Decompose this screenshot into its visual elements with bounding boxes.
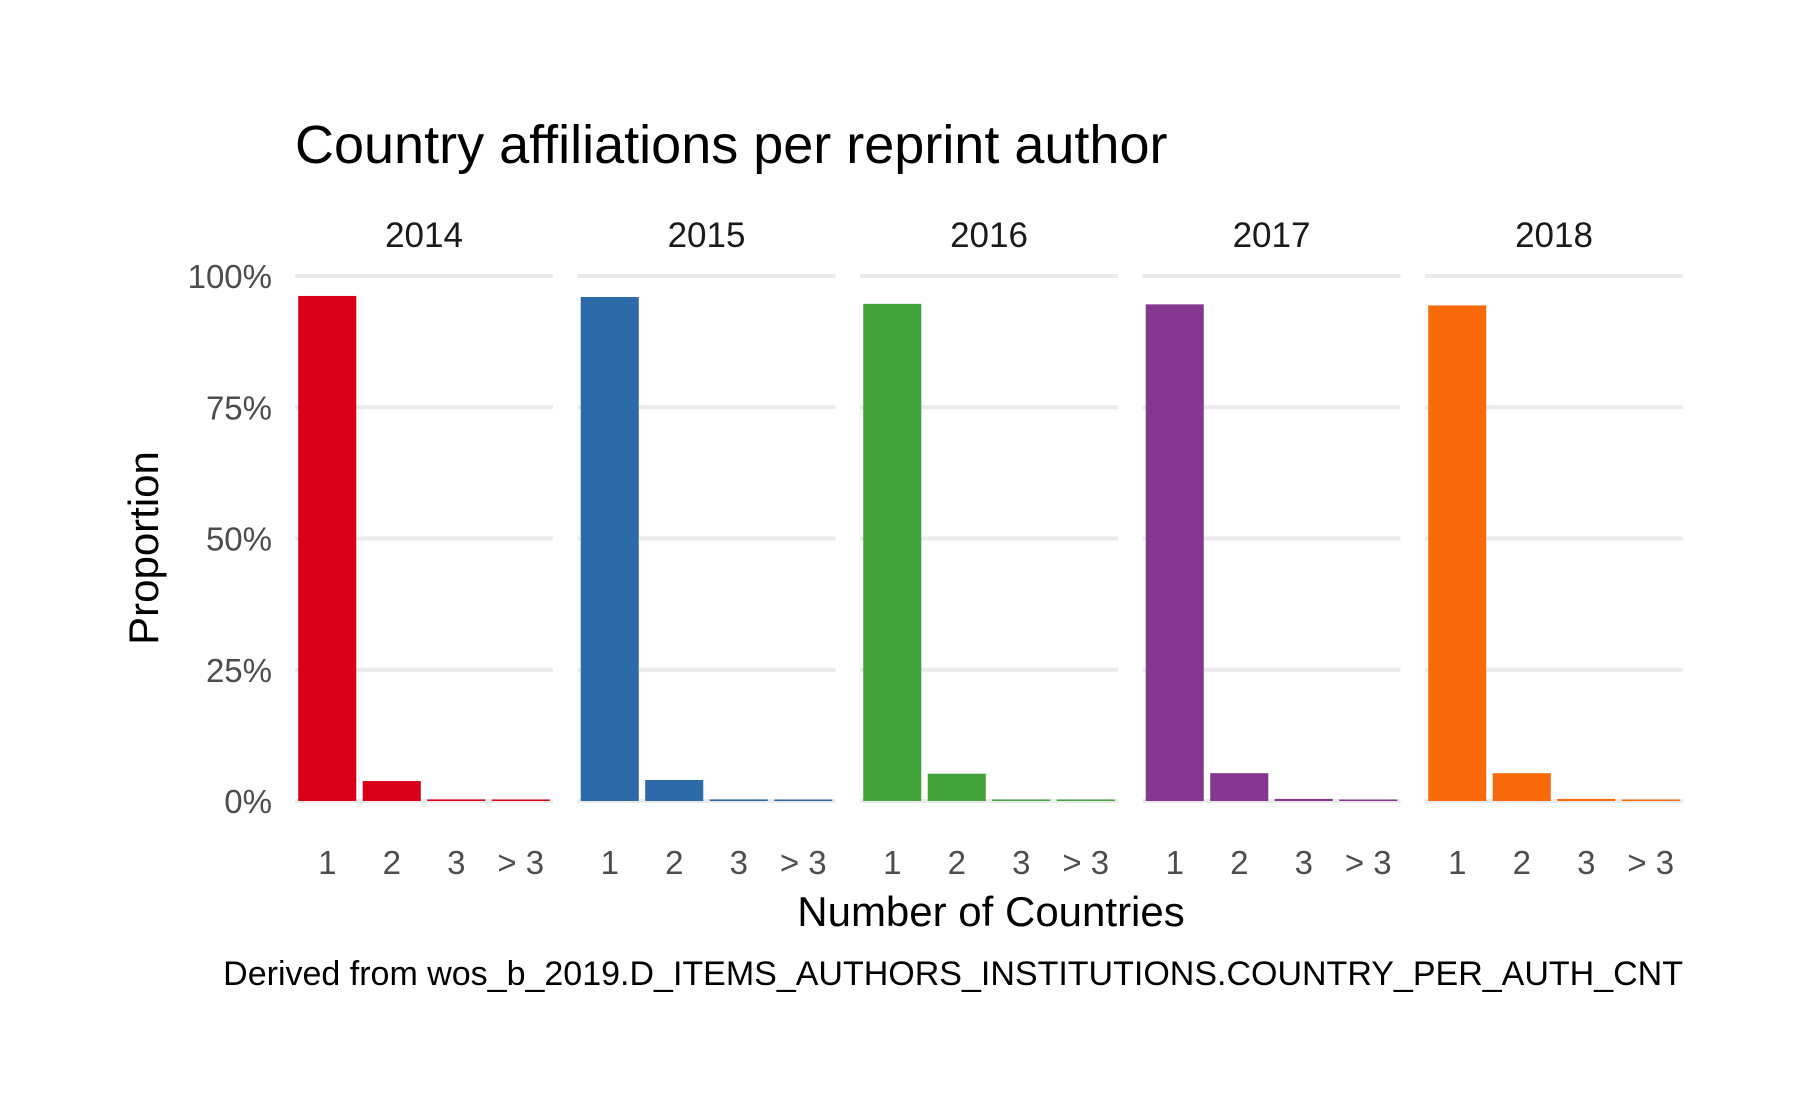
x-tick-label: 3 bbox=[1295, 844, 1313, 881]
plot-area: 0% 25% 50% 75% 100% 2014 1 2 3 > 3 2015 1 2 3 > 3 2016 1… bbox=[188, 216, 1683, 881]
y-tick-label: 25% bbox=[206, 652, 272, 689]
x-tick-label: > 3 bbox=[1345, 844, 1392, 881]
facet-label-2016: 2016 bbox=[950, 216, 1028, 255]
x-tick-label: 1 bbox=[601, 844, 619, 881]
x-tick-label: 2 bbox=[383, 844, 401, 881]
bar-2016-3 bbox=[992, 799, 1051, 801]
bar-2015-4 bbox=[774, 799, 833, 801]
facet-label-2015: 2015 bbox=[668, 216, 746, 255]
y-tick-label: 0% bbox=[224, 783, 272, 820]
x-tick-label: > 3 bbox=[497, 844, 544, 881]
facet-label-2018: 2018 bbox=[1515, 216, 1593, 255]
y-tick-label: 100% bbox=[188, 258, 272, 295]
bar-2015-2 bbox=[645, 780, 704, 801]
chart-title: Country affiliations per reprint author bbox=[295, 115, 1167, 175]
chart-caption: Derived from wos_b_2019.D_ITEMS_AUTHORS_… bbox=[223, 955, 1683, 993]
x-tick-label: 1 bbox=[318, 844, 336, 881]
x-tick-label: 2 bbox=[948, 844, 966, 881]
x-tick-label: 2 bbox=[665, 844, 683, 881]
x-tick-label: 3 bbox=[1577, 844, 1595, 881]
bar-2016-2 bbox=[927, 773, 986, 801]
x-tick-label: 1 bbox=[1448, 844, 1466, 881]
bar-2015-3 bbox=[709, 799, 768, 801]
x-tick-label: > 3 bbox=[780, 844, 827, 881]
x-tick-label: 2 bbox=[1230, 844, 1248, 881]
bar-2017-4 bbox=[1339, 799, 1398, 801]
bar-2014-4 bbox=[491, 799, 550, 801]
x-tick-label: 3 bbox=[730, 844, 748, 881]
bar-2017-3 bbox=[1274, 798, 1333, 801]
bar-2014-1 bbox=[298, 295, 357, 801]
x-tick-label: 3 bbox=[1012, 844, 1030, 881]
x-tick-label: 1 bbox=[883, 844, 901, 881]
bar-2018-3 bbox=[1557, 798, 1616, 801]
y-tick-label: 50% bbox=[206, 521, 272, 558]
bar-2017-1 bbox=[1145, 304, 1204, 801]
facet-label-2014: 2014 bbox=[385, 216, 463, 255]
bar-2017-2 bbox=[1210, 773, 1269, 801]
bar-2014-3 bbox=[427, 799, 486, 801]
bar-2018-1 bbox=[1428, 305, 1487, 801]
bar-2014-2 bbox=[362, 781, 421, 801]
bar-2015-1 bbox=[580, 297, 639, 801]
x-tick-label: 2 bbox=[1513, 844, 1531, 881]
facet-label-2017: 2017 bbox=[1233, 216, 1311, 255]
y-axis-title: Proportion bbox=[120, 451, 167, 645]
x-tick-label: > 3 bbox=[1062, 844, 1109, 881]
bar-2018-4 bbox=[1621, 799, 1680, 801]
x-tick-label: > 3 bbox=[1627, 844, 1674, 881]
bar-2016-1 bbox=[863, 303, 922, 801]
bar-2018-2 bbox=[1492, 773, 1551, 801]
bar-2016-4 bbox=[1056, 799, 1115, 801]
x-tick-label: 1 bbox=[1166, 844, 1184, 881]
x-tick-label: 3 bbox=[447, 844, 465, 881]
x-axis-title: Number of Countries bbox=[797, 888, 1185, 935]
y-tick-label: 75% bbox=[206, 389, 272, 426]
